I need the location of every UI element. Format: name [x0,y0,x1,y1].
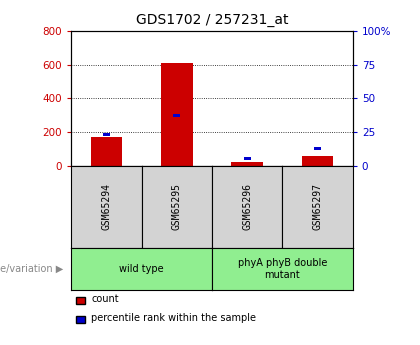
Bar [173,114,181,118]
Text: percentile rank within the sample: percentile rank within the sample [91,313,256,323]
Text: GSM65296: GSM65296 [242,184,252,230]
Bar [161,63,193,166]
Bar [231,162,263,166]
Text: GSM65294: GSM65294 [102,184,112,230]
Text: phyA phyB double
mutant: phyA phyB double mutant [238,258,327,280]
Text: count: count [91,294,119,304]
Text: GSM65297: GSM65297 [312,184,323,230]
Text: GSM65295: GSM65295 [172,184,182,230]
Text: genotype/variation ▶: genotype/variation ▶ [0,264,63,274]
Bar [302,156,333,166]
Text: wild type: wild type [119,264,164,274]
Bar [314,147,321,150]
Title: GDS1702 / 257231_at: GDS1702 / 257231_at [136,13,289,27]
Bar [91,137,122,166]
Bar [103,133,110,136]
Bar [244,157,251,160]
